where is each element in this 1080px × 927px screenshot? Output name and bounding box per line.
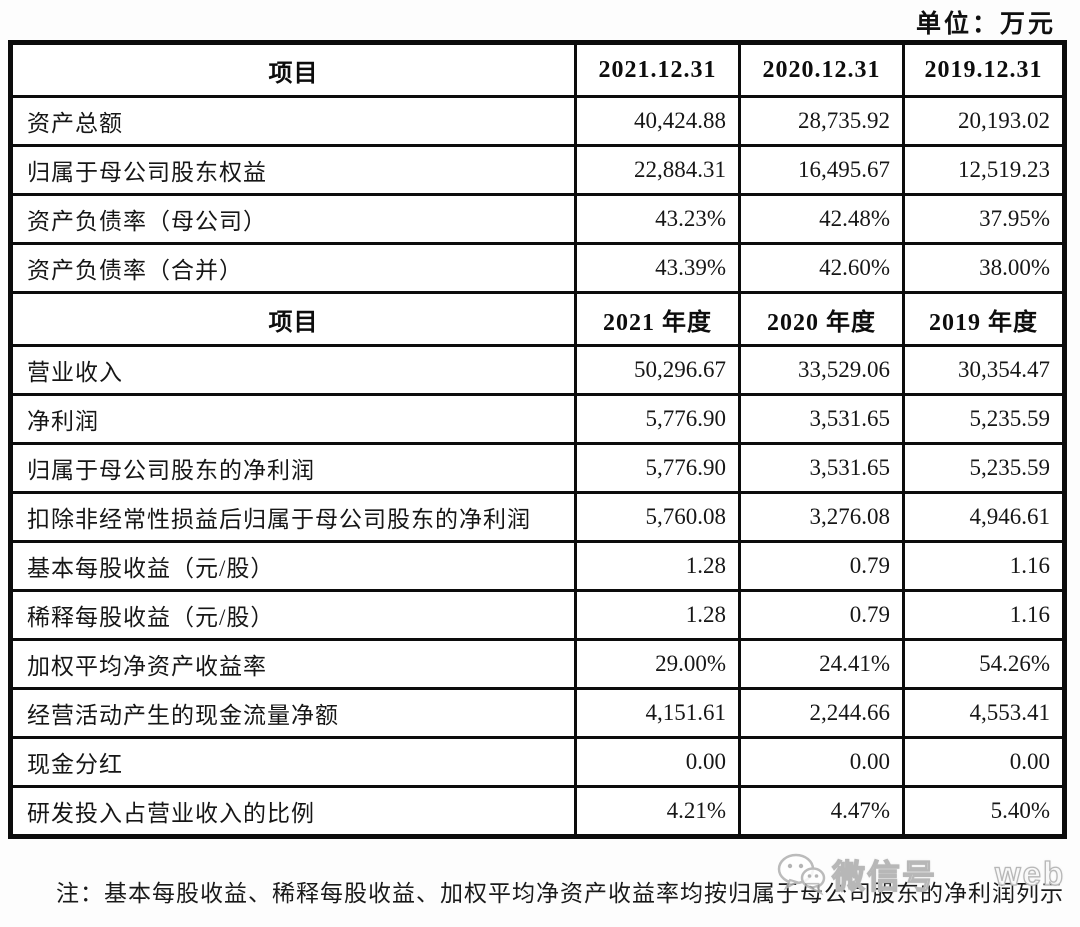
table-header-row: 项目 2021.12.31 2020.12.31 2019.12.31 — [9, 41, 1066, 98]
value-cell: 30,354.47 — [902, 344, 1066, 396]
table-header-row: 项目 2021 年度 2020 年度 2019 年度 — [9, 291, 1066, 347]
table-row: 现金分红 0.00 0.00 0.00 — [9, 736, 1066, 788]
value-cell: 43.23% — [574, 193, 741, 245]
item-cell: 归属于母公司股东权益 — [9, 144, 577, 196]
value-cell: 28,735.92 — [738, 95, 905, 147]
item-cell: 资产负债率（合并） — [9, 242, 577, 294]
table-row: 加权平均净资产收益率 29.00% 24.41% 54.26% — [9, 638, 1066, 690]
value-cell: 22,884.31 — [574, 144, 741, 196]
table-row: 稀释每股收益（元/股） 1.28 0.79 1.16 — [9, 589, 1066, 641]
item-cell: 研发投入占营业收入的比例 — [9, 785, 577, 838]
value-cell: 33,529.06 — [738, 344, 905, 396]
value-cell: 0.79 — [738, 589, 905, 641]
value-cell: 5,235.59 — [902, 442, 1066, 494]
item-cell: 稀释每股收益（元/股） — [9, 589, 577, 641]
table-row: 净利润 5,776.90 3,531.65 5,235.59 — [9, 393, 1066, 445]
item-cell: 营业收入 — [9, 344, 577, 396]
value-cell: 1.28 — [574, 589, 741, 641]
item-cell: 扣除非经常性损益后归属于母公司股东的净利润 — [9, 491, 577, 543]
financial-summary-table: 项目 2021.12.31 2020.12.31 2019.12.31 资产总额… — [8, 40, 1067, 839]
column-header-fy2019: 2019 年度 — [902, 291, 1066, 347]
value-cell: 38.00% — [902, 242, 1066, 294]
value-cell: 0.00 — [574, 736, 741, 788]
table-row: 营业收入 50,296.67 33,529.06 30,354.47 — [9, 344, 1066, 396]
column-header-2021-12-31: 2021.12.31 — [574, 41, 741, 98]
value-cell: 4,151.61 — [574, 687, 741, 739]
value-cell: 4,553.41 — [902, 687, 1066, 739]
item-cell: 加权平均净资产收益率 — [9, 638, 577, 690]
table-row: 经营活动产生的现金流量净额 4,151.61 2,244.66 4,553.41 — [9, 687, 1066, 739]
value-cell: 1.28 — [574, 540, 741, 592]
value-cell: 54.26% — [902, 638, 1066, 690]
column-header-2020-12-31: 2020.12.31 — [738, 41, 905, 98]
table-row: 扣除非经常性损益后归属于母公司股东的净利润 5,760.08 3,276.08 … — [9, 491, 1066, 543]
item-cell: 基本每股收益（元/股） — [9, 540, 577, 592]
value-cell: 1.16 — [902, 540, 1066, 592]
table-row: 基本每股收益（元/股） 1.28 0.79 1.16 — [9, 540, 1066, 592]
value-cell: 5,776.90 — [574, 393, 741, 445]
item-cell: 经营活动产生的现金流量净额 — [9, 687, 577, 739]
value-cell: 0.00 — [738, 736, 905, 788]
item-cell: 归属于母公司股东的净利润 — [9, 442, 577, 494]
item-cell: 资产负债率（母公司） — [9, 193, 577, 245]
value-cell: 42.48% — [738, 193, 905, 245]
table-row: 资产负债率（母公司） 43.23% 42.48% 37.95% — [9, 193, 1066, 245]
table-row: 研发投入占营业收入的比例 4.21% 4.47% 5.40% — [9, 785, 1066, 838]
value-cell: 3,531.65 — [738, 393, 905, 445]
value-cell: 5,776.90 — [574, 442, 741, 494]
value-cell: 5.40% — [902, 785, 1066, 838]
column-header-item: 项目 — [9, 41, 577, 98]
value-cell: 4,946.61 — [902, 491, 1066, 543]
value-cell: 5,235.59 — [902, 393, 1066, 445]
table-row: 归属于母公司股东的净利润 5,776.90 3,531.65 5,235.59 — [9, 442, 1066, 494]
value-cell: 50,296.67 — [574, 344, 741, 396]
value-cell: 24.41% — [738, 638, 905, 690]
value-cell: 0.00 — [902, 736, 1066, 788]
column-header-item: 项目 — [9, 291, 577, 347]
unit-label: 单位：万元 — [915, 11, 1056, 38]
value-cell: 12,519.23 — [902, 144, 1066, 196]
value-cell: 16,495.67 — [738, 144, 905, 196]
table-row: 资产负债率（合并） 43.39% 42.60% 38.00% — [9, 242, 1066, 294]
value-cell: 37.95% — [902, 193, 1066, 245]
item-cell: 净利润 — [9, 393, 577, 445]
column-header-fy2021: 2021 年度 — [574, 291, 741, 347]
value-cell: 3,531.65 — [738, 442, 905, 494]
value-cell: 40,424.88 — [574, 95, 741, 147]
table-row: 资产总额 40,424.88 28,735.92 20,193.02 — [9, 95, 1066, 147]
item-cell: 现金分红 — [9, 736, 577, 788]
value-cell: 42.60% — [738, 242, 905, 294]
value-cell: 5,760.08 — [574, 491, 741, 543]
footnote: 注：基本每股收益、稀释每股收益、加权平均净资产收益率均按归属于母公司股东的净利润… — [56, 881, 1064, 906]
table-row: 归属于母公司股东权益 22,884.31 16,495.67 12,519.23 — [9, 144, 1066, 196]
column-header-2019-12-31: 2019.12.31 — [902, 41, 1066, 98]
value-cell: 29.00% — [574, 638, 741, 690]
value-cell: 2,244.66 — [738, 687, 905, 739]
value-cell: 3,276.08 — [738, 491, 905, 543]
value-cell: 20,193.02 — [902, 95, 1066, 147]
value-cell: 4.47% — [738, 785, 905, 838]
value-cell: 4.21% — [574, 785, 741, 838]
value-cell: 0.79 — [738, 540, 905, 592]
item-cell: 资产总额 — [9, 95, 577, 147]
value-cell: 43.39% — [574, 242, 741, 294]
value-cell: 1.16 — [902, 589, 1066, 641]
column-header-fy2020: 2020 年度 — [738, 291, 905, 347]
